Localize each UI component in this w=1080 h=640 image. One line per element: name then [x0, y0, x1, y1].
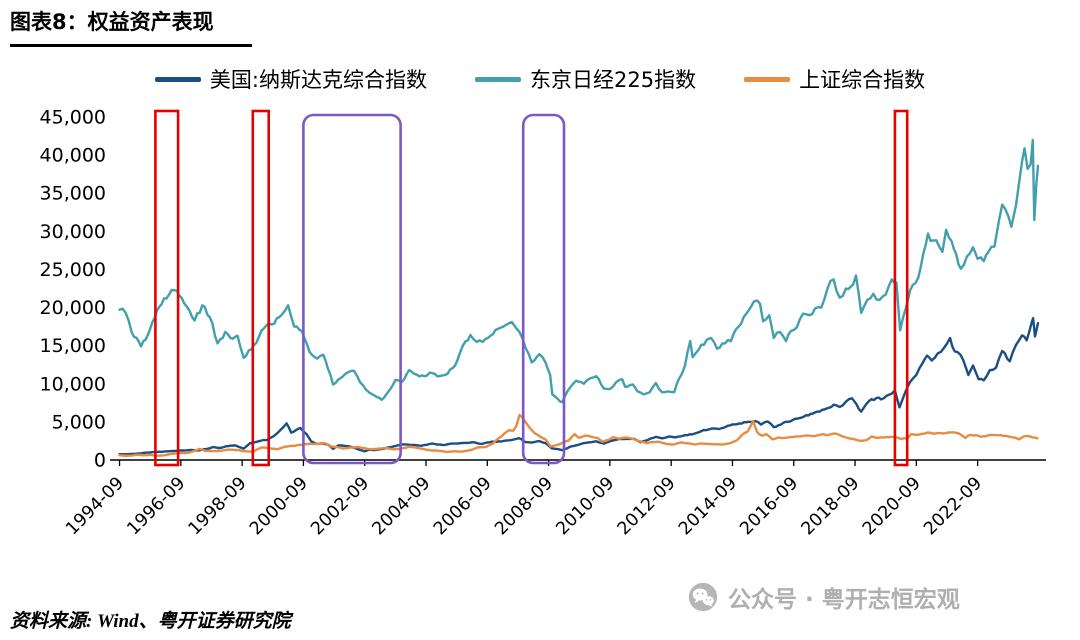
y-axis-label: 25,000 — [40, 259, 106, 281]
x-axis-label: 2012-09 — [614, 473, 680, 539]
x-axis-label: 1998-09 — [185, 473, 251, 539]
x-axis-label: 2000-09 — [246, 473, 312, 539]
y-axis-label: 45,000 — [40, 107, 106, 129]
x-axis-label: 2020-09 — [859, 473, 925, 539]
chart-title: 图表8：权益资产表现 — [10, 6, 252, 47]
x-axis-label: 2006-09 — [430, 473, 496, 539]
legend-line-swatch-icon — [154, 76, 201, 82]
legend-label: 美国:纳斯达克综合指数 — [209, 68, 427, 92]
y-axis-label: 35,000 — [40, 183, 106, 205]
y-axis-label: 30,000 — [40, 221, 106, 243]
wechat-icon — [688, 582, 718, 612]
y-axis-label: 10,000 — [40, 373, 106, 395]
watermark-label: 公众号 · 粤开志恒宏观 — [728, 587, 960, 613]
highlight-dotcom-bust — [302, 113, 402, 465]
y-axis-label: 0 — [94, 450, 106, 472]
watermark: 公众号 · 粤开志恒宏观 — [688, 580, 960, 614]
legend-item-2: 上证综合指数 — [744, 64, 925, 94]
legend-label: 上证综合指数 — [799, 68, 926, 92]
y-axis-label: 40,000 — [40, 145, 106, 167]
x-axis-label: 2010-09 — [553, 473, 619, 539]
x-axis-label: 2016-09 — [736, 473, 802, 539]
x-axis-label: 2008-09 — [491, 473, 557, 539]
legend: 美国:纳斯达克综合指数 东京日经225指数 上证综合指数 — [0, 64, 1080, 94]
x-axis-label: 2002-09 — [307, 473, 373, 539]
legend-line-swatch-icon — [474, 76, 521, 82]
series-line-1 — [118, 138, 1040, 404]
highlight-1999 — [251, 109, 271, 467]
legend-line-swatch-icon — [744, 76, 791, 82]
legend-item-1: 东京日经225指数 — [474, 64, 697, 94]
chart-canvas: 0 5,000 10,000 15,000 20,000 25,000 30,000 35,0… — [40, 107, 1046, 539]
y-axis-label: 15,000 — [40, 335, 106, 357]
source-note: 资料来源: Wind、粤开证券研究院 — [10, 611, 291, 632]
series-line-0 — [118, 317, 1040, 456]
highlight-covid-2020 — [893, 109, 909, 467]
x-axis-label: 2022-09 — [920, 473, 986, 539]
x-axis-label: 1996-09 — [124, 473, 190, 539]
highlight-1996 — [154, 109, 180, 467]
x-axis-label: 1994-09 — [62, 473, 128, 539]
y-axis-label: 20,000 — [40, 297, 106, 319]
x-axis-label: 2014-09 — [675, 473, 741, 539]
x-axis-label: 2018-09 — [798, 473, 864, 539]
highlight-gfc-2008 — [521, 113, 566, 465]
x-axis-label: 2004-09 — [369, 473, 435, 539]
y-axis-label: 5,000 — [52, 411, 106, 433]
series-line-2 — [118, 413, 1039, 457]
legend-label: 东京日经225指数 — [529, 68, 697, 92]
legend-item-0: 美国:纳斯达克综合指数 — [154, 64, 427, 94]
